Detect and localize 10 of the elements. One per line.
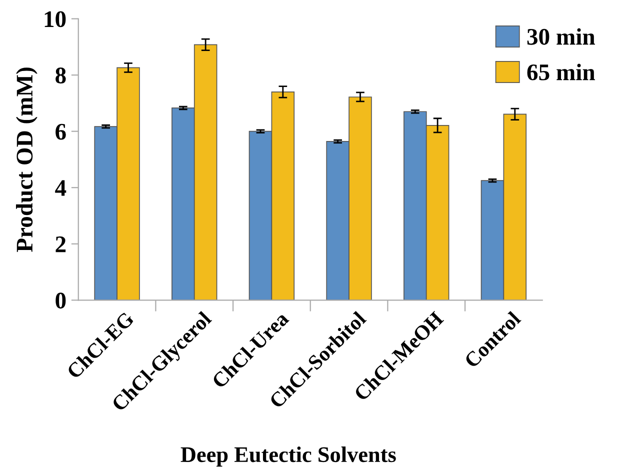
y-tick-label: 10	[44, 11, 66, 28]
y-tick-label: 4	[55, 180, 66, 196]
legend-label: 30 min	[527, 28, 595, 45]
y-axis-title: Product OD (mM)	[16, 68, 38, 252]
y-tick-label: 2	[56, 236, 66, 252]
x-axis-title: Deep Eutectic Solvents	[180, 446, 396, 467]
y-tick-label: 8	[56, 68, 66, 84]
y-tick-label: 0	[56, 292, 66, 309]
legend-label: 65 min	[527, 64, 595, 80]
y-tick-label: 6	[56, 124, 66, 140]
